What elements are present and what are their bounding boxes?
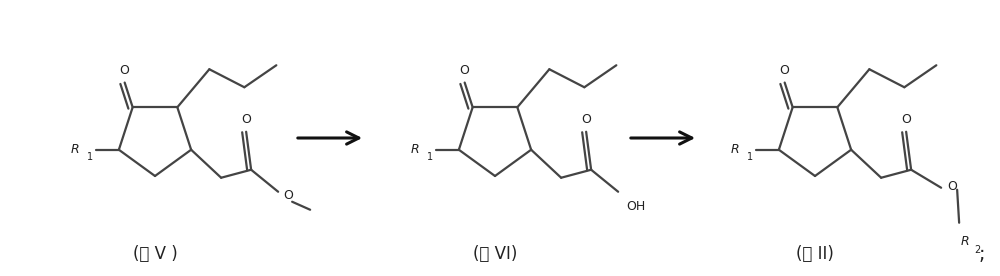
Text: R: R xyxy=(410,143,419,156)
Text: 1: 1 xyxy=(747,152,753,162)
Text: (式 VI): (式 VI) xyxy=(473,245,517,263)
Text: (式 V ): (式 V ) xyxy=(133,245,177,263)
Text: ;: ; xyxy=(979,245,985,264)
Text: O: O xyxy=(120,64,130,77)
Text: O: O xyxy=(780,64,790,77)
Text: O: O xyxy=(947,180,957,193)
Text: 1: 1 xyxy=(87,152,93,162)
Text: R: R xyxy=(730,143,739,156)
Text: O: O xyxy=(901,113,911,126)
Text: R: R xyxy=(70,143,79,156)
Text: R: R xyxy=(961,235,970,248)
Text: O: O xyxy=(581,113,591,126)
Text: O: O xyxy=(241,113,251,126)
Text: (式 II): (式 II) xyxy=(796,245,834,263)
Text: 1: 1 xyxy=(427,152,433,162)
Text: O: O xyxy=(283,189,293,202)
Text: O: O xyxy=(460,64,470,77)
Text: 2: 2 xyxy=(974,245,980,255)
Text: OH: OH xyxy=(626,200,645,213)
